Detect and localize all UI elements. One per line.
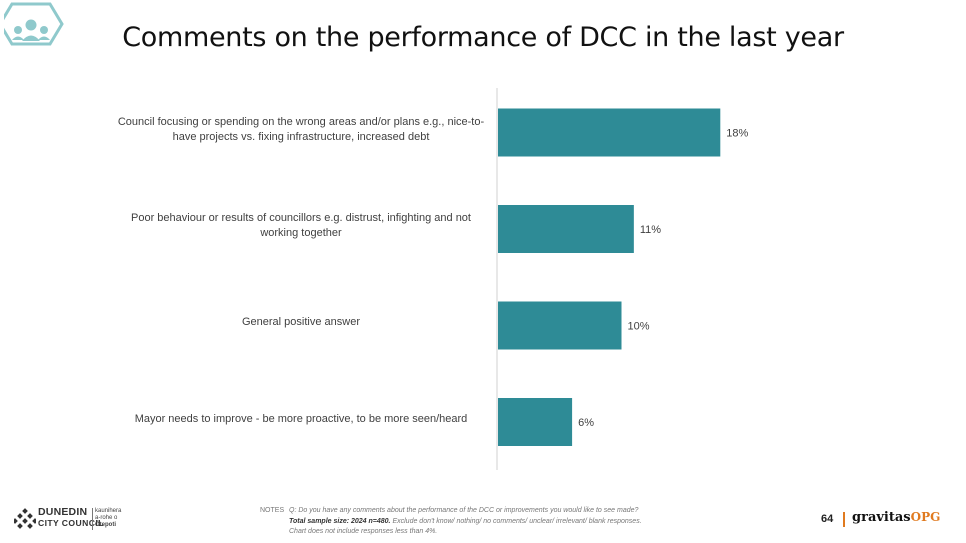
bar-4 (498, 398, 573, 446)
council-maori-line2: a-rohe o (95, 515, 118, 521)
category-label-4: Mayor needs to improve - be more proacti… (134, 412, 468, 425)
page-number: 64 (821, 513, 834, 525)
gravitas-logo: gravitasOPG (852, 510, 940, 525)
category-label-1: Council focusing or spending on the wron… (117, 115, 485, 143)
data-label-2: 11% (640, 224, 661, 236)
notes-question: Q: Do you have any comments about the pe… (289, 507, 639, 514)
council-maori-line3: Ōtepoti (95, 522, 116, 528)
bar-2 (498, 205, 634, 253)
notes-exclusions: Exclude don't know/ nothing/ no comments… (392, 517, 642, 525)
page-title: Comments on the performance of DCC in th… (122, 22, 844, 53)
data-label-1: 18% (726, 128, 748, 140)
people-badge-icon (4, 2, 64, 46)
data-label-4: 6% (578, 417, 594, 429)
category-label-2: Poor behaviour or results of councillors… (131, 212, 471, 239)
bar-3 (498, 301, 622, 350)
council-maori-name: kaunihera a-rohe o Ōtepoti (95, 508, 121, 529)
bar-1 (498, 108, 721, 157)
notes-block: NOTES Q: Do you have any comments about … (260, 506, 720, 538)
council-maori-line1: kaunihera (95, 508, 122, 514)
notes-sample: Total sample size: 2024 n=480. (289, 517, 391, 525)
council-divider (92, 508, 93, 530)
data-label-3: 10% (628, 321, 650, 333)
council-name-line1: DUNEDIN (38, 506, 88, 518)
brand-suffix: OPG (910, 510, 941, 524)
notes-sample-line: Total sample size: 2024 n=480. Exclude d… (289, 517, 720, 528)
council-name-line2: CITY COUNCIL (38, 518, 104, 528)
brand-main: gravitas (852, 510, 911, 525)
notes-threshold: Chart does not include responses less th… (289, 528, 438, 535)
brand-divider (843, 512, 845, 527)
notes-tag: NOTES (260, 507, 285, 514)
council-name: DUNEDIN CITY COUNCIL (38, 507, 104, 529)
council-diamond-icon (14, 508, 36, 529)
category-label-3: General positive answer (241, 316, 360, 328)
council-logo: DUNEDIN CITY COUNCIL kaunihera a-rohe o … (14, 507, 134, 533)
